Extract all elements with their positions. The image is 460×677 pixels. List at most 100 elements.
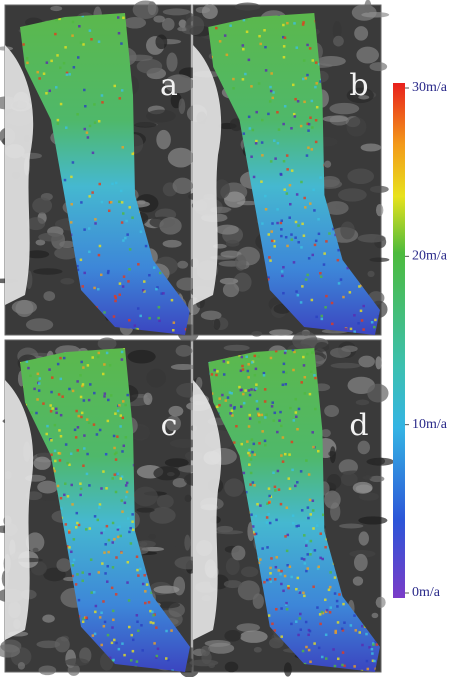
speckle (325, 657, 328, 660)
speckle (80, 396, 83, 399)
speckle (89, 527, 92, 530)
speckle (329, 606, 332, 609)
speckle (37, 373, 40, 376)
speckle (293, 113, 296, 116)
speckle (336, 605, 339, 608)
speckle (111, 642, 114, 645)
speckle (36, 71, 39, 74)
speckle (265, 208, 268, 211)
speckle (112, 522, 115, 525)
speckle (153, 266, 156, 269)
speckle (219, 40, 222, 43)
terrain (358, 234, 386, 243)
speckle (255, 383, 258, 386)
speckle (295, 290, 298, 293)
speckle (332, 648, 335, 651)
speckle (152, 622, 155, 625)
speckle (143, 574, 146, 577)
speckle (88, 399, 91, 402)
speckle (64, 46, 67, 49)
speckle (98, 120, 101, 123)
speckle (278, 569, 281, 572)
speckle (107, 634, 110, 637)
speckle (325, 295, 328, 298)
speckle (319, 176, 322, 179)
speckle (242, 44, 245, 47)
speckle (155, 288, 158, 291)
terrain (224, 478, 244, 496)
speckle (253, 453, 256, 456)
speckle (334, 592, 337, 595)
speckle (162, 292, 165, 295)
speckle (295, 221, 298, 224)
speckle (215, 27, 218, 30)
speckle (321, 318, 324, 321)
speckle (213, 369, 216, 372)
speckle (229, 24, 232, 27)
speckle (115, 297, 118, 300)
speckle (309, 202, 312, 205)
speckle (271, 240, 274, 243)
terrain (156, 130, 171, 150)
speckle (337, 259, 340, 262)
terrain (202, 4, 218, 19)
terrain (224, 580, 242, 588)
speckle (256, 400, 259, 403)
speckle (101, 201, 104, 204)
speckle (309, 513, 312, 516)
speckle (362, 328, 365, 331)
speckle (111, 587, 114, 590)
speckle (267, 513, 270, 516)
terrain (376, 204, 383, 216)
speckle (50, 60, 53, 63)
speckle (93, 392, 96, 395)
speckle (128, 626, 131, 629)
speckle (75, 583, 78, 586)
speckle (278, 419, 281, 422)
terrain (225, 662, 239, 673)
speckle (284, 535, 287, 538)
speckle (68, 546, 71, 549)
speckle (139, 568, 142, 571)
speckle (90, 558, 93, 561)
speckle (80, 416, 83, 419)
speckle (301, 557, 304, 560)
speckle (143, 280, 146, 283)
speckle (313, 642, 316, 645)
speckle (299, 591, 302, 594)
speckle (76, 512, 79, 515)
speckle (297, 577, 300, 580)
terrain (224, 345, 250, 351)
terrain (34, 457, 51, 470)
speckle (68, 531, 71, 534)
speckle (121, 358, 124, 361)
speckle (67, 495, 70, 498)
speckle (288, 216, 291, 219)
speckle (101, 562, 104, 565)
speckle (298, 408, 301, 411)
speckle (274, 157, 277, 160)
speckle (258, 82, 261, 85)
speckle (371, 648, 374, 651)
speckle (310, 540, 313, 543)
speckle (306, 553, 309, 556)
speckle (304, 77, 307, 80)
speckle (280, 222, 283, 225)
speckle (243, 132, 246, 135)
speckle (311, 431, 314, 434)
speckle (317, 450, 320, 453)
speckle (129, 527, 132, 530)
speckle (78, 415, 81, 418)
speckle (120, 190, 123, 193)
speckle (216, 370, 219, 373)
speckle (268, 487, 271, 490)
speckle (297, 294, 300, 297)
terrain (37, 481, 58, 494)
terrain (324, 161, 331, 168)
speckle (319, 272, 322, 275)
speckle (264, 440, 267, 443)
speckle (75, 410, 78, 413)
speckle (112, 610, 115, 613)
speckle (292, 514, 295, 517)
speckle (122, 146, 125, 149)
